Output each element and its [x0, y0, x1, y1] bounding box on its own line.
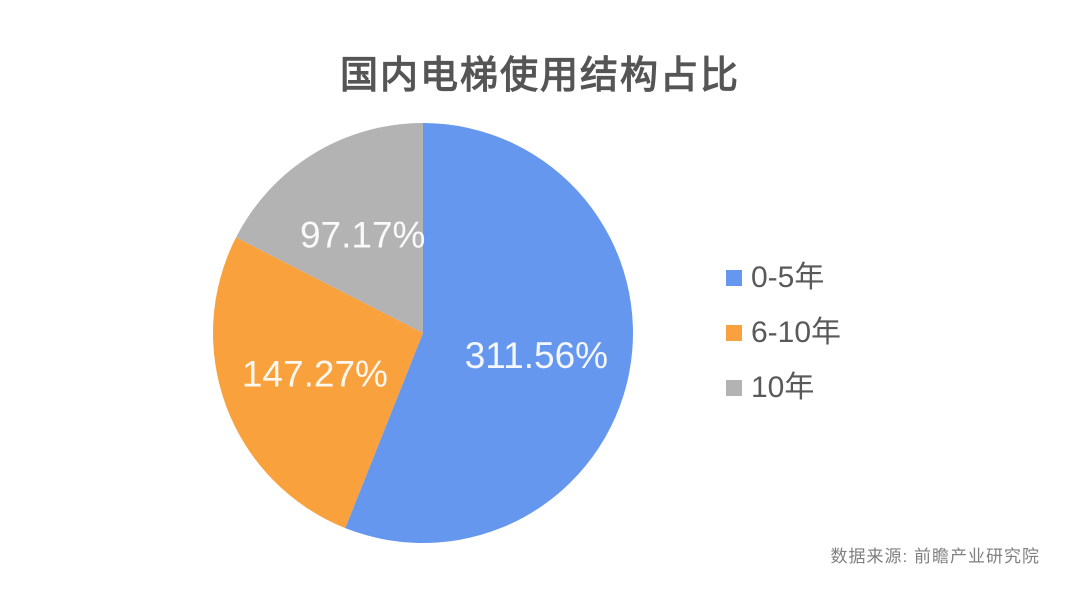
legend-item-0: 0-5年 — [726, 260, 841, 295]
pie-slice-1 — [213, 237, 423, 529]
pie-slice-0 — [345, 123, 633, 543]
pie-slice-value-label: 311.56% — [465, 335, 608, 376]
legend-label: 0-5年 — [751, 261, 825, 294]
legend-swatch-icon — [726, 324, 742, 341]
legend-item-2: 10年 — [726, 370, 841, 405]
legend-swatch-icon — [726, 269, 742, 286]
legend-label: 10年 — [751, 371, 815, 404]
pie-slice-value-label: 147.27% — [242, 354, 388, 395]
legend-swatch-icon — [726, 379, 742, 396]
legend-label: 6-10年 — [751, 316, 842, 349]
pie-slice-2 — [236, 123, 423, 333]
pie-slice-value-label: 97.17% — [300, 215, 426, 256]
legend: 0-5年 6-10年 10年 — [726, 260, 841, 405]
chart-title: 国内电梯使用结构占比 — [339, 55, 740, 97]
legend-item-1: 6-10年 — [726, 315, 841, 350]
pie-chart: 311.56% 147.27% 97.17% — [213, 123, 633, 543]
data-source-note: 数据来源: 前瞻产业研究院 — [830, 547, 1040, 566]
